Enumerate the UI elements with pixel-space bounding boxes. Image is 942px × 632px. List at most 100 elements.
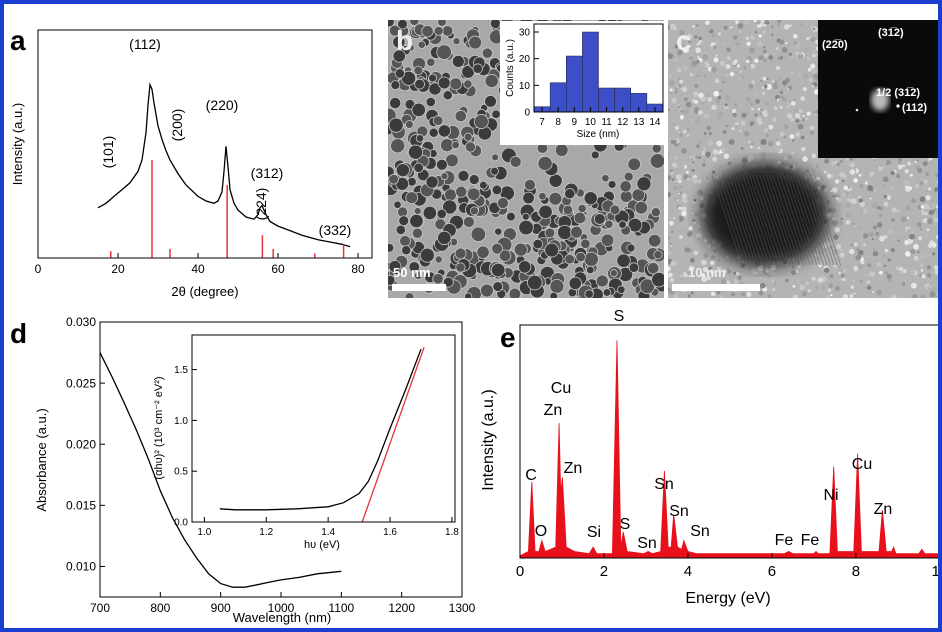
lattice-speck — [723, 25, 728, 30]
lattice-fringe — [810, 174, 841, 266]
nanoparticle — [492, 281, 504, 292]
lattice-fringe — [796, 174, 828, 266]
lattice-speck — [777, 23, 780, 26]
lattice-speck — [849, 294, 854, 298]
lattice-speck — [673, 185, 678, 190]
lattice-speck — [716, 263, 721, 267]
lattice-speck — [842, 294, 849, 298]
peak-label: Zn — [564, 460, 583, 477]
lattice-speck — [783, 24, 790, 30]
nanoparticle — [433, 26, 444, 36]
lattice-speck — [697, 109, 703, 115]
nanoparticle — [413, 207, 422, 215]
lattice-speck — [811, 276, 816, 281]
lattice-speck — [741, 44, 745, 48]
nanoparticle — [616, 253, 631, 268]
lattice-speck — [760, 20, 765, 24]
y-tick-label: 0.010 — [66, 560, 96, 574]
scale-bar-label: 50 nm — [393, 265, 431, 280]
lattice-speck — [754, 113, 759, 117]
lattice-speck — [877, 169, 881, 172]
x-tick-label: 900 — [211, 601, 231, 615]
nanoparticle — [468, 174, 480, 185]
nanoparticle — [626, 243, 636, 253]
lattice-speck — [839, 220, 844, 226]
lattice-speck — [678, 206, 682, 210]
lattice-speck — [680, 277, 684, 281]
lattice-speck — [876, 261, 882, 267]
lattice-speck — [781, 47, 788, 53]
lattice-speck — [879, 279, 884, 283]
lattice-speck — [737, 23, 744, 29]
nanoparticle — [442, 199, 458, 215]
x-tick-label: 8 — [555, 117, 561, 128]
lattice-speck — [910, 282, 917, 289]
nanoparticle — [432, 115, 444, 126]
lattice-speck — [753, 20, 757, 23]
lattice-speck — [858, 249, 864, 256]
lattice-speck — [760, 139, 767, 146]
histogram-bar — [566, 55, 583, 113]
lattice-speck — [712, 149, 719, 155]
nanoparticle — [498, 249, 512, 262]
lattice-speck — [744, 266, 748, 270]
lattice-fringe — [803, 174, 835, 266]
lattice-speck — [759, 111, 763, 115]
lattice-speck — [853, 225, 857, 228]
lattice-speck — [925, 195, 931, 201]
nanoparticle — [619, 180, 632, 193]
lattice-speck — [909, 249, 916, 255]
lattice-speck — [697, 237, 701, 241]
lattice-speck — [740, 146, 744, 150]
lattice-speck — [716, 290, 721, 295]
lattice-speck — [933, 213, 938, 219]
lattice-speck — [873, 225, 877, 230]
lattice-speck — [823, 267, 830, 273]
lattice-speck — [871, 202, 878, 209]
lattice-speck — [928, 209, 935, 216]
nanoparticle — [454, 247, 467, 260]
histogram-bar — [582, 31, 599, 113]
lattice-speck — [783, 135, 787, 139]
lattice-speck — [678, 292, 684, 297]
lattice-speck — [745, 59, 750, 63]
lattice-speck — [736, 64, 740, 68]
lattice-fringe — [711, 174, 743, 266]
lattice-speck — [695, 59, 700, 64]
x-tick-label: 1000 — [268, 601, 295, 615]
lattice-speck — [779, 105, 783, 109]
lattice-speck — [869, 191, 875, 197]
lattice-speck — [700, 41, 704, 45]
lattice-speck — [891, 207, 897, 213]
lattice-speck — [682, 47, 689, 53]
nanoparticle — [564, 188, 576, 200]
lattice-speck — [850, 243, 853, 247]
lattice-speck — [909, 233, 915, 240]
lattice-speck — [921, 274, 926, 279]
lattice-speck — [668, 53, 674, 59]
lattice-speck — [839, 171, 845, 178]
lattice-speck — [788, 155, 792, 159]
lattice-speck — [691, 168, 695, 173]
lattice-speck — [707, 276, 711, 280]
lattice-speck — [743, 66, 747, 70]
lattice-speck — [705, 63, 710, 69]
lattice-speck — [900, 271, 903, 274]
lattice-speck — [764, 128, 769, 133]
y-axis-label: Intensity (a.u.) — [10, 103, 25, 185]
lattice-speck — [668, 50, 670, 54]
lattice-speck — [921, 211, 926, 216]
nanoparticle — [449, 77, 463, 91]
peak-label: S — [620, 516, 631, 533]
lattice-speck — [703, 132, 707, 135]
y-tick-label: 10 — [519, 81, 531, 92]
lattice-speck — [788, 100, 792, 104]
lattice-speck — [748, 154, 754, 160]
nanoparticle — [557, 224, 573, 240]
lattice-speck — [760, 104, 766, 110]
lattice-speck — [828, 204, 831, 208]
lattice-speck — [802, 156, 808, 162]
lattice-speck — [673, 55, 676, 58]
lattice-speck — [695, 144, 700, 149]
